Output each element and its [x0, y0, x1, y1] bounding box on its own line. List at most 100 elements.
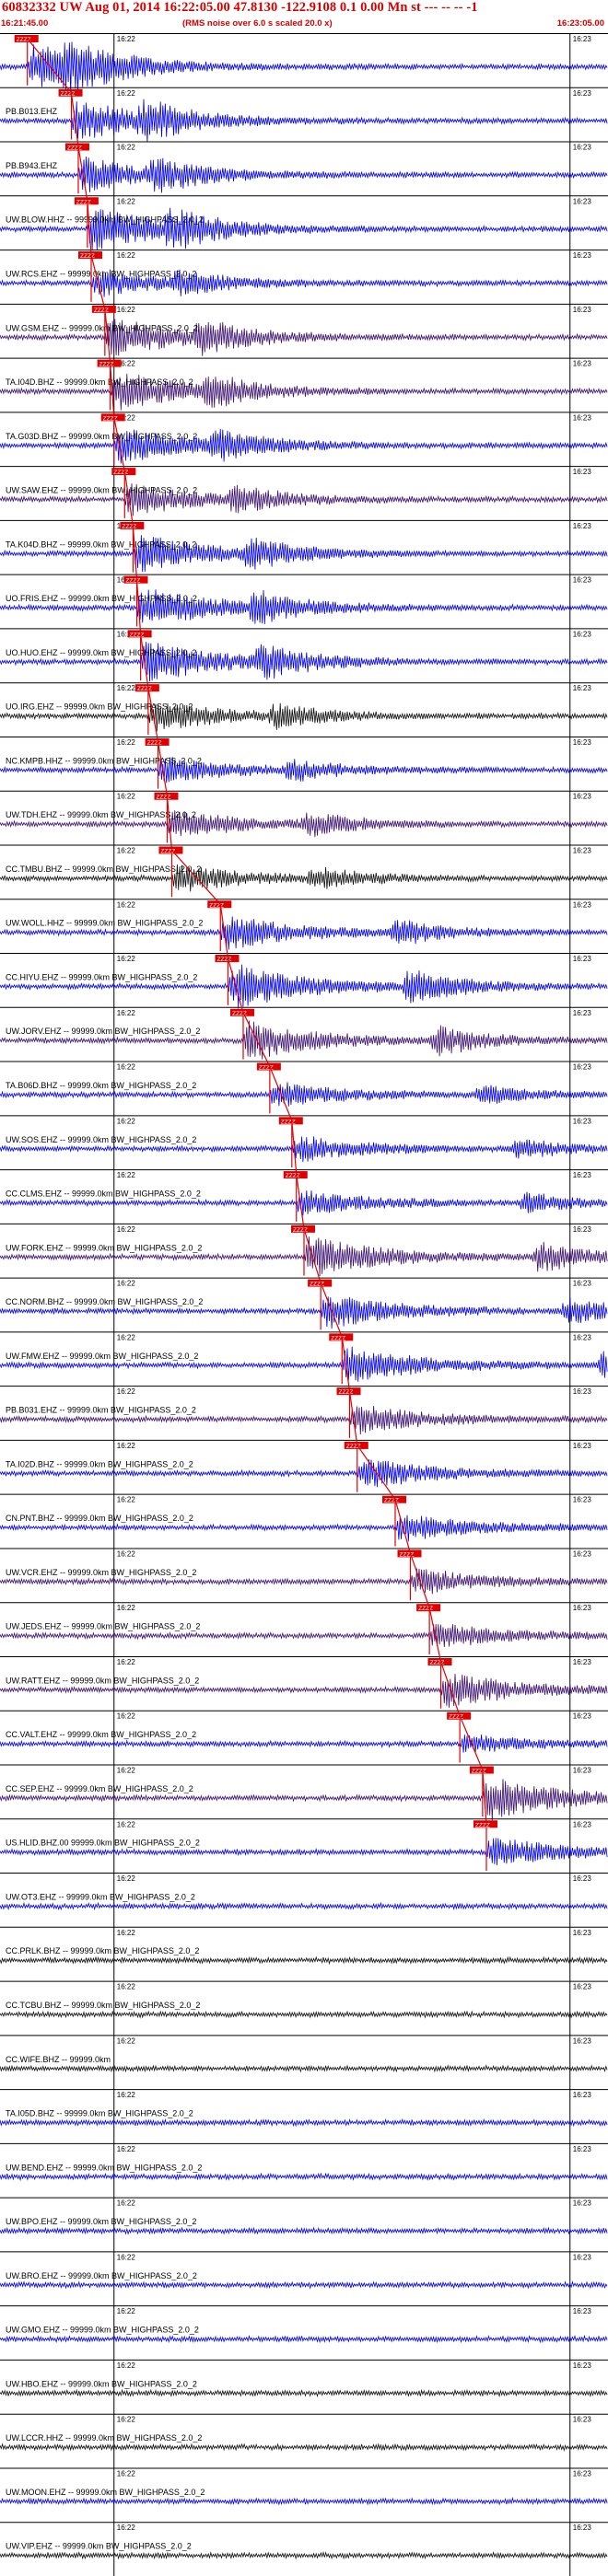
- trace-row: 16:22 16:23 UW.BPO.EHZ -- 99999.0km BW_HIG…: [0, 2197, 608, 2235]
- waveform: [0, 1624, 608, 1648]
- minute-label-1622: 16:22: [117, 306, 136, 314]
- channel-label: NC.KMPB.HHZ -- 99999.0km BW_HIGHPASS_2.0…: [6, 756, 202, 765]
- waveform: [0, 1779, 608, 1821]
- channel-label: CC.SEP.EHZ -- 99999.0km BW_HIGHPASS_2.0_…: [6, 1784, 193, 1793]
- minute-label-1622: 16:22: [117, 1929, 136, 1937]
- waveform: [0, 642, 608, 682]
- trace-row: 16:22 16:23 UW.HBO.EHZ -- 99999.0km BW_HIG…: [0, 2359, 608, 2398]
- waveform: [0, 483, 608, 516]
- minute-label-1622: 16:22: [117, 2416, 136, 2424]
- waveform: [0, 428, 608, 464]
- waveform: [0, 207, 608, 251]
- pick-marker-label: ZZZZ: [99, 362, 114, 368]
- pick-marker-label: ZZZZ: [67, 145, 82, 152]
- pick-marker-label: ZZZZ: [346, 1444, 361, 1450]
- minute-label-1623: 16:23: [573, 522, 592, 530]
- channel-label: UO.HUO.EHZ -- 99999.0km BW_HIGHPASS_2.0_…: [6, 648, 196, 657]
- channel-label: UW.HBO.EHZ -- 99999.0km BW_HIGHPASS_2.0_…: [6, 2379, 197, 2388]
- minute-label-1623: 16:23: [573, 2253, 592, 2261]
- waveform: [0, 535, 608, 573]
- pick-marker-label: ZZZZ: [94, 307, 109, 314]
- minute-label-1623: 16:23: [573, 1983, 592, 1991]
- pick-marker-label: ZZZZ: [17, 37, 31, 43]
- waveform: [0, 269, 608, 297]
- pick-marker: [207, 900, 232, 909]
- channel-label: UO.IRG.EHZ -- 99999.0km BW_HIGHPASS_2.0_…: [6, 702, 193, 712]
- waveform: [0, 1296, 608, 1329]
- minute-label-1622: 16:22: [117, 1496, 136, 1504]
- record-section-header: 60832332 UW Aug 01, 2014 16:22:05.00 47.…: [0, 0, 608, 33]
- minute-label-1623: 16:23: [573, 1171, 592, 1179]
- channel-label: UW.FORK.EHZ -- 99999.0km BW_HIGHPASS_2.0…: [6, 1243, 202, 1252]
- channel-label: UW.FMW.EHZ -- 99999.0km BW_HIGHPASS_2.0_…: [6, 1352, 198, 1361]
- trace-row: 16:22 16:23 NC.KMPB.HHZ -- 99999.0km BW_HI…: [0, 736, 608, 789]
- minute-label-1623: 16:23: [573, 846, 592, 854]
- minute-label-1623: 16:23: [573, 1549, 592, 1558]
- waveform: [0, 1346, 608, 1382]
- minute-label-1623: 16:23: [573, 738, 592, 747]
- trace-row: 16:22 16:23 UW.LCCR.HHZ -- 99999.0km BW_HI…: [0, 2413, 608, 2452]
- trace-row: 16:22 16:23 UW.RCS.EHZ -- 99999.0km BW_HIG…: [0, 249, 608, 302]
- waveform: [0, 2388, 608, 2398]
- minute-label-1622: 16:22: [117, 35, 136, 43]
- waveform: [0, 1459, 608, 1488]
- minute-label-1623: 16:23: [573, 2469, 592, 2477]
- minute-label-1622: 16:22: [117, 1280, 136, 1288]
- pick-marker: [474, 1820, 497, 1828]
- channel-label: CC.TCBU.BHZ -- 99999.0km BW_HIGHPASS_2.0…: [6, 2001, 200, 2010]
- minute-label-1623: 16:23: [573, 1387, 592, 1396]
- minute-label-1622: 16:22: [117, 2091, 136, 2099]
- pick-marker: [283, 1171, 308, 1179]
- trace-row: 16:22 16:23 TA.G03D.BHZ -- 99999.0km BW_HI…: [0, 412, 608, 465]
- minute-label-1623: 16:23: [573, 89, 592, 98]
- pick-marker: [336, 1387, 361, 1396]
- channel-label: US.HLID.BHZ.00 99999.0km BW_HIGHPASS_2.0…: [6, 1839, 200, 1848]
- pick-marker: [97, 359, 122, 367]
- waveform: [0, 2226, 608, 2235]
- minute-label-1622: 16:22: [117, 684, 136, 692]
- trace-row: 16:22 16:23 CC.NORM.BHZ -- 99999.0km BW_HI…: [0, 1277, 608, 1330]
- minute-label-1623: 16:23: [573, 2524, 592, 2532]
- minute-label-1622: 16:22: [117, 2524, 136, 2532]
- pick-marker-label: ZZZZ: [157, 795, 171, 801]
- trace-row: 16:22 16:23 US.HLID.BHZ.00 99999.0km BW_HI…: [0, 1818, 608, 1872]
- trace-row: 16:22 16:23 CC.SEP.EHZ -- 99999.0km BW_HIG…: [0, 1764, 608, 1821]
- waveform: [0, 2280, 608, 2290]
- minute-label-1623: 16:23: [573, 35, 592, 43]
- minute-label-1622: 16:22: [117, 1387, 136, 1396]
- minute-label-1622: 16:22: [117, 1874, 136, 1883]
- channel-label: CN.PNT.BHZ -- 99999.0km BW_HIGHPASS_2.0_…: [6, 1514, 193, 1523]
- minute-label-1623: 16:23: [573, 900, 592, 909]
- minute-label-1623: 16:23: [573, 1442, 592, 1450]
- minute-label-1622: 16:22: [117, 2307, 136, 2315]
- pick-marker-label: ZZZZ: [472, 1769, 486, 1775]
- channel-label: UW.JEDS.EHZ -- 99999.0km BW_HIGHPASS_2.0…: [6, 1622, 200, 1631]
- pick-marker: [308, 1279, 333, 1287]
- minute-label-1622: 16:22: [117, 1442, 136, 1450]
- trace-row: 16:22 16:23 CC.VALT.EHZ -- 99999.0km BW_HI…: [0, 1710, 608, 1763]
- minute-label-1622: 16:22: [117, 1549, 136, 1558]
- channel-label: PB.B031.EHZ -- 99999.0km BW_HIGHPASS_2.0…: [6, 1406, 196, 1415]
- minute-label-1623: 16:23: [573, 1658, 592, 1666]
- channel-label: TA.B06D.BHZ -- 99999.0km BW_HIGHPASS_2.0…: [6, 1081, 196, 1090]
- pick-marker-label: ZZZZ: [103, 415, 118, 422]
- pick-marker-label: ZZZZ: [384, 1498, 399, 1504]
- rms-note: (RMS noise over 6.0 s scaled 20.0 x): [182, 18, 333, 29]
- pick-marker: [158, 846, 183, 854]
- pick-marker: [329, 1333, 354, 1341]
- waveform: [0, 1838, 608, 1865]
- trace-row: 16:22 16:23 UW.BEND.EHZ -- 99999.0km BW_HI…: [0, 2142, 608, 2182]
- minute-label-1622: 16:22: [117, 1712, 136, 1721]
- pick-marker-label: ZZZZ: [293, 1227, 308, 1234]
- channel-label: CC.PRLK.BHZ -- 99999.0km BW_HIGHPASS_2.0…: [6, 1946, 199, 1955]
- pick-marker: [469, 1766, 494, 1774]
- channel-label: CC.NORM.BHZ -- 99999.0km BW_HIGHPASS_2.0…: [6, 1297, 203, 1306]
- pick-marker-label: ZZZZ: [147, 740, 162, 747]
- pick-marker-label: ZZZZ: [281, 1119, 296, 1125]
- channel-label: TA.I04D.BHZ -- 99999.0km BW_HIGHPASS_2.0…: [6, 377, 193, 387]
- pick-marker-label: ZZZZ: [449, 1714, 463, 1721]
- pick-marker: [416, 1604, 441, 1612]
- pick-marker: [74, 197, 99, 205]
